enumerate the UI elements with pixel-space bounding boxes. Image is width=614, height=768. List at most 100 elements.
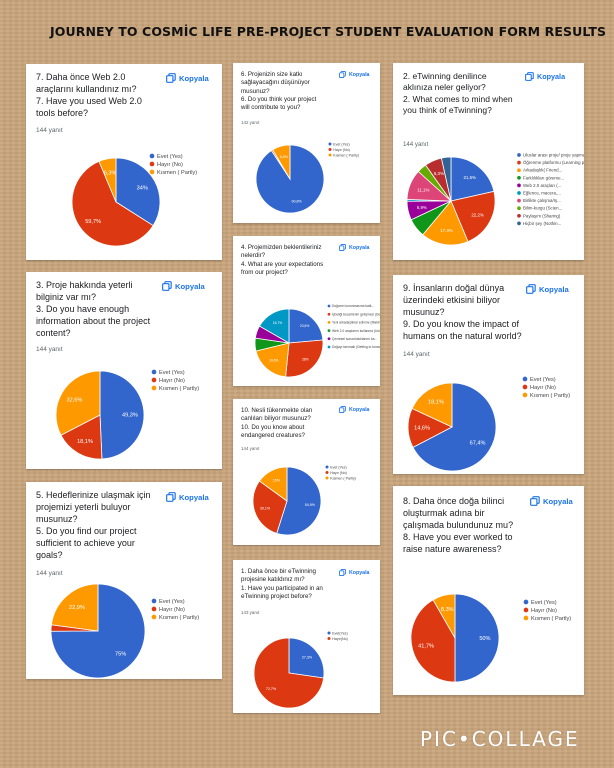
copy-icon: [166, 492, 176, 502]
pie-chart: 67,4% 14,6% 18,1% Evet (Yes) Hayır (No) Kısme…: [407, 376, 570, 472]
copy-button[interactable]: Kopyala: [526, 284, 569, 294]
slice-label: 30,1%: [260, 506, 271, 510]
slice-label: 54,9%: [305, 503, 316, 507]
legend-label: Uluslar arası proje/ proje yapma (Inter.…: [523, 153, 584, 158]
slice-label: 50%: [479, 636, 490, 642]
question-line: çalışmada bulundunuz mu?: [403, 519, 514, 530]
legend-swatch: [517, 160, 521, 165]
card-q2: 2. eTwinning denilince aklınıza neler gel…: [393, 63, 584, 260]
question-line: from our project?: [241, 268, 288, 276]
legend-swatch: [327, 329, 331, 332]
legend-swatch: [517, 191, 521, 195]
pie-slice: [258, 308, 290, 344]
question-line: 4. Projemizden beklentileriniz: [241, 244, 322, 251]
copy-button[interactable]: Kopyala: [339, 71, 369, 78]
pie-slice: [412, 382, 497, 472]
card-q4: 4. Projemizden beklentileriniz nelerdir? 4…: [233, 236, 380, 386]
legend-label: Hayır (No): [333, 148, 350, 152]
legend-label: Hayır (No): [159, 607, 185, 613]
copy-button[interactable]: Kopyala: [166, 492, 209, 502]
copy-button[interactable]: Kopyala: [339, 406, 369, 413]
question-line: sufficient to achieve your: [36, 537, 135, 548]
question-line: 5. Do you find our project: [36, 525, 137, 536]
question-text: 3. Proje hakkında yeterli bilginiz var mı…: [36, 280, 150, 340]
pie-chart: 54,9% 30,1% 15% Evet (Yes) Hayır (No)Kısmen …: [252, 465, 356, 536]
copy-label: Kopyala: [349, 406, 370, 413]
copy-button[interactable]: Kopyala: [162, 281, 205, 291]
legend-swatch: [325, 465, 329, 469]
response-count: 144 yanıt: [36, 570, 63, 577]
question-line: raise nature awareness?: [403, 543, 502, 554]
question-line: content?: [36, 327, 71, 338]
pie-slice: [432, 593, 456, 640]
slice-label: 19,6%: [269, 359, 278, 363]
copy-label: Kopyala: [349, 569, 370, 576]
legend-swatch: [522, 392, 528, 398]
question-line: musunuz?: [241, 87, 270, 95]
copy-button[interactable]: Kopyala: [525, 72, 565, 81]
pie-chart: 34% 59,7% 6,3% Evet (Yes) Hayır (No) Kısmen (…: [71, 153, 197, 247]
slice-label: 8,3%: [441, 607, 454, 613]
pie-slice: [410, 599, 456, 683]
response-count: 144 yanıt: [36, 127, 63, 134]
copy-button[interactable]: Kopyala: [339, 244, 369, 251]
legend-swatch: [517, 168, 521, 173]
legend-swatch: [327, 345, 331, 349]
pie-chart: 21,5% 22,2% 17,4% 6,9% 11,1% 6,3% Uluslar aras…: [406, 153, 584, 246]
legend-swatch: [328, 147, 332, 152]
copy-icon: [339, 569, 346, 576]
legend-label: Kısmen ( Partly): [530, 393, 570, 399]
copy-button[interactable]: Kopyala: [166, 73, 209, 83]
slice-label: 6,3%: [104, 171, 117, 177]
question-line: 10. Nesli tükenmekte olan: [241, 407, 313, 414]
copy-icon: [339, 406, 346, 413]
pie-slice: [252, 480, 288, 534]
legend-swatch: [151, 614, 157, 620]
legend-swatch: [523, 607, 529, 613]
legend-label: Eğlence, macera,...: [523, 191, 561, 196]
slice-label: 67,4%: [470, 440, 486, 446]
legend-label: Hayır (No): [330, 471, 347, 475]
legend-label: Evet (Yes): [159, 599, 185, 605]
legend-label: Hayır (No): [157, 162, 183, 168]
question-line: musunuz?: [403, 306, 445, 317]
question-line: endangered creatures?: [241, 431, 305, 439]
legend-label: Evet (Yes): [159, 370, 185, 376]
slice-label: 90,8%: [291, 199, 302, 203]
copy-label: Kopyala: [349, 71, 370, 78]
copy-icon: [530, 496, 540, 506]
question-line: sağlayacağını düşünüyor: [241, 79, 310, 87]
legend-label: Evet (Yes): [333, 142, 349, 146]
legend-label: Evet (Yes): [330, 465, 346, 469]
slice-label: 41,7%: [418, 644, 434, 650]
copy-button[interactable]: Kopyala: [339, 569, 369, 576]
copy-button[interactable]: Kopyala: [530, 496, 573, 506]
pie-slice: [272, 144, 291, 181]
slice-label: 6,3%: [434, 171, 444, 176]
legend-label: Evet (Yes): [157, 154, 183, 160]
question-line: 3. Proje hakkında yeterli: [36, 280, 133, 290]
slice-label: 18,1%: [428, 400, 444, 406]
copy-icon: [339, 244, 346, 251]
slice-label: 75%: [115, 652, 126, 658]
card-q7: 7. Daha önce Web 2.0 araçlarını kullandın…: [26, 64, 222, 260]
pie-slice: [98, 157, 117, 203]
legend-label: Hayır (No): [531, 608, 557, 614]
slice-label: 59,7%: [85, 219, 101, 225]
question-line: oluşturmak adına bir: [403, 507, 485, 518]
question-text: 4. Projemizden beklentileriniz nelerdir? 4…: [241, 244, 323, 277]
legend-swatch: [517, 153, 521, 157]
legend-swatch: [151, 385, 157, 391]
slice-label: 28%: [302, 358, 309, 362]
copy-label: Kopyala: [175, 281, 205, 291]
legend-label: Web 2.0 araçlarını kullanma (Using...: [332, 329, 380, 333]
legend-swatch: [517, 198, 521, 203]
legend-label: Kısmen ( Partly): [531, 616, 571, 622]
copy-label: Kopyala: [179, 73, 209, 83]
pie-slice: [454, 593, 500, 683]
slice-label: 8,5%: [280, 155, 289, 159]
legend-swatch: [325, 470, 329, 475]
slice-label: 16,7%: [273, 321, 282, 325]
pie-slice: [60, 414, 103, 460]
question-line: bilginiz var mı?: [36, 291, 97, 302]
